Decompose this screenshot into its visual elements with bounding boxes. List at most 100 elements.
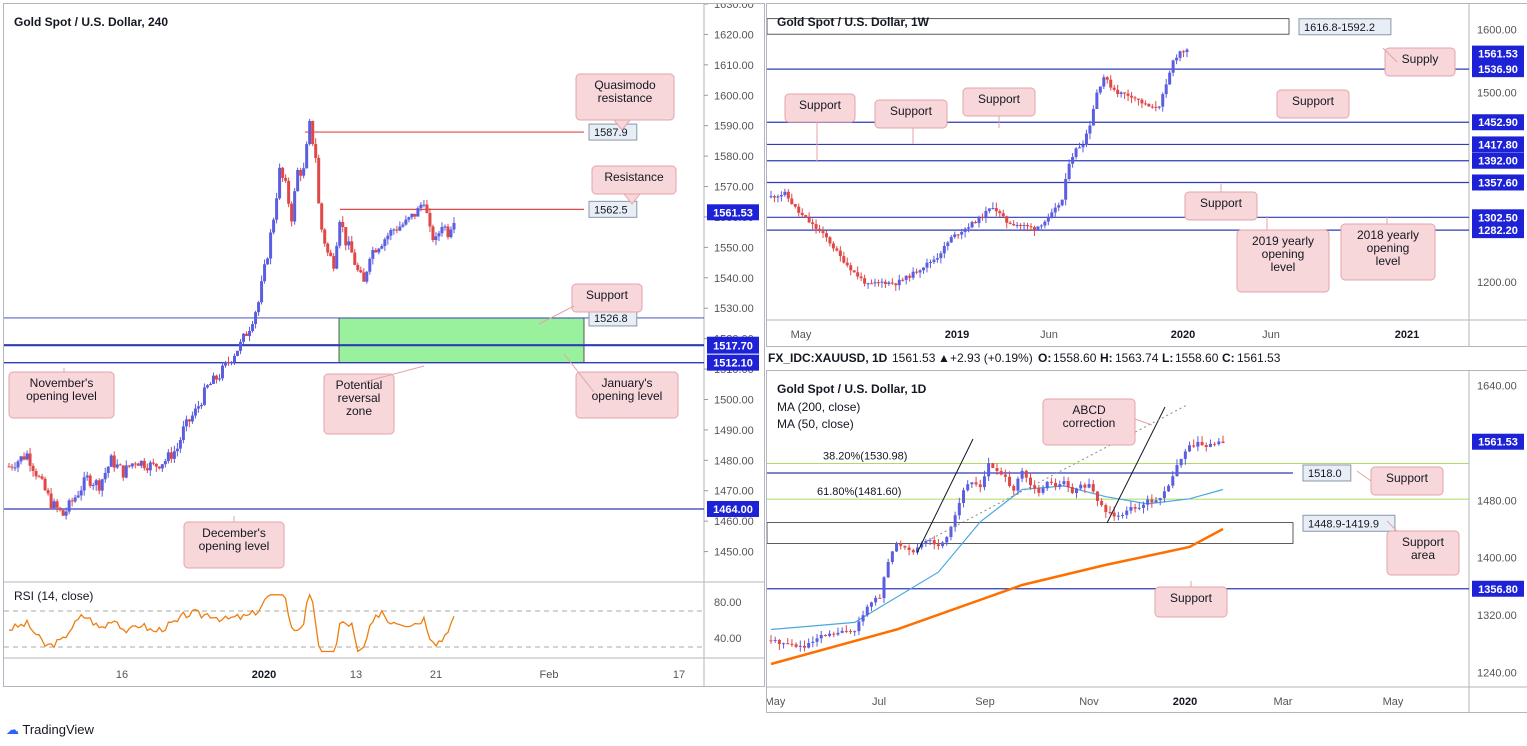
h4-y-tick-label: 1470.00 — [714, 486, 754, 498]
h4-candle-body — [160, 464, 164, 469]
h4-chart[interactable]: 1630.00 1620.00 1610.00 1600.00 1590.00 1580.… — [4, 0, 764, 686]
h4-level-label-text: 1587.9 — [594, 127, 628, 139]
d1-candle-body — [1196, 442, 1200, 447]
d1-candle-body — [878, 597, 882, 599]
h4-candle-body — [350, 241, 354, 253]
w1-candle-body — [1116, 89, 1120, 95]
d1-candle-body — [895, 543, 899, 552]
h4-y-tick-label: 1530.00 — [714, 303, 754, 315]
w1-axis-level-tag — [1472, 61, 1524, 78]
d1-x-tick-label: Nov — [1079, 696, 1099, 708]
d1-symbol: FX_IDC:XAUUSD, 1D — [768, 351, 888, 365]
h4-callout-text: Resistance — [604, 170, 664, 184]
d1-candle-body — [1024, 470, 1028, 478]
h4-candle-body — [440, 227, 444, 234]
w1-candle-body — [1119, 92, 1123, 95]
w1-candle-body — [1182, 51, 1186, 53]
d1-y-tick-label: 1320.00 — [1477, 610, 1517, 622]
w1-candle-body — [842, 256, 846, 263]
h4-candle-body — [254, 312, 258, 325]
h4-candle-body — [386, 235, 390, 240]
d1-candle-body — [949, 526, 953, 538]
w1-candle-body — [873, 282, 877, 284]
w1-candle-body — [918, 270, 922, 273]
h4-candle-body — [443, 226, 447, 228]
h4-axis-level-value: 1512.10 — [713, 358, 753, 370]
w1-axis-level-tag — [1472, 222, 1524, 239]
h4-callout-pointer-line — [563, 353, 595, 393]
h4-candle-body — [124, 465, 128, 478]
d1-candle-body — [941, 542, 945, 547]
d1-callout-text: Support — [1170, 591, 1213, 605]
h4-candle-body — [365, 271, 369, 282]
h4-candle-body — [407, 217, 411, 220]
w1-candle-body — [956, 234, 960, 236]
d1-candle-body — [1075, 488, 1079, 493]
w1-candle-body — [786, 191, 790, 199]
h4-candle-body — [299, 169, 303, 176]
h4-axis-level-value: 1464.00 — [713, 504, 753, 516]
h4-candle-body — [184, 419, 188, 427]
h4-chart-panel[interactable]: 1630.00 1620.00 1610.00 1600.00 1590.00 1580.… — [3, 0, 765, 687]
h4-callout-text: December's — [202, 526, 266, 540]
h4-axis-level-tag — [707, 337, 759, 354]
d1-y-tick-label: 1480.00 — [1477, 495, 1517, 507]
w1-candle-body — [856, 272, 860, 277]
h4-candle-body — [326, 243, 330, 253]
d1-candle-body — [1167, 485, 1171, 492]
w1-candle-body — [849, 265, 853, 271]
w1-chart[interactable]: 1600.00 1500.00 1200.00 1616.8-1592.2 1536.9… — [766, 4, 1527, 346]
d1-y-tick-label: 1240.00 — [1477, 668, 1517, 680]
h4-reversal-zone — [338, 317, 585, 364]
w1-candle-body — [838, 250, 842, 257]
w1-candle-body — [793, 204, 797, 207]
h4-candle-body — [61, 510, 65, 516]
w1-candle-body — [804, 215, 808, 218]
h4-axis-level-value: 1517.70 — [713, 341, 753, 353]
w1-axis-level-value: 1282.20 — [1478, 225, 1518, 237]
w1-y-tick-label: 1500.00 — [1477, 87, 1517, 99]
h4-candle-body — [263, 264, 267, 282]
h4-candle-body — [151, 462, 155, 464]
w1-y-tick-label: 1600.00 — [1477, 24, 1517, 36]
d1-candle-body — [790, 643, 794, 645]
w1-candle-body — [1130, 95, 1134, 98]
w1-chart-panel[interactable]: 1600.00 1500.00 1200.00 1616.8-1592.2 1536.9… — [766, 3, 1527, 347]
d1-fib-label: 61.80%(1481.60) — [817, 486, 901, 498]
h4-level-label-text: 1526.8 — [594, 313, 628, 325]
w1-candle-body — [890, 282, 894, 284]
w1-axis-level-tag — [1472, 152, 1524, 169]
h4-callout-text: Support — [586, 288, 629, 302]
h4-candle-body — [187, 419, 191, 422]
h4-rsi-tick: 80.00 — [714, 597, 742, 609]
d1-x-tick-label: Sep — [975, 696, 995, 708]
d1-chart[interactable]: 1640.00 1480.00 1400.00 1320.00 1240.00 1448.… — [765, 371, 1527, 712]
h4-candle-body — [85, 475, 89, 478]
d1-candle-body — [970, 482, 974, 485]
h4-candle-body — [52, 501, 56, 509]
d1-candle-body — [832, 633, 836, 635]
d1-support-area-label-text: 1448.9-1419.9 — [1308, 518, 1379, 530]
d1-x-tick-label: May — [767, 696, 786, 708]
d1-candle-body — [1045, 481, 1049, 489]
d1-candle-body — [811, 641, 815, 643]
d1-candle-body — [890, 551, 894, 563]
d1-candle-body — [1054, 482, 1058, 487]
w1-candle-body — [845, 262, 849, 266]
w1-candle-body — [1150, 106, 1154, 108]
w1-candle-body — [1105, 77, 1109, 80]
tradingview-logo[interactable]: ☁ TradingView — [6, 722, 94, 738]
h4-callout-text: January's — [602, 376, 653, 390]
d1-candle-body — [1116, 515, 1120, 517]
d1-candle-body — [987, 463, 991, 477]
w1-callout-box — [1236, 229, 1330, 293]
h4-candle-body — [278, 167, 282, 199]
h4-candle-body — [317, 157, 321, 204]
h4-candle-body — [169, 452, 173, 459]
d1-callout-box — [1386, 530, 1460, 576]
d1-candle-body — [1020, 470, 1024, 479]
h4-candle-body — [371, 250, 375, 259]
d1-chart-panel[interactable]: 1640.00 1480.00 1400.00 1320.00 1240.00 1448.… — [765, 370, 1527, 713]
w1-candle-body — [1084, 133, 1088, 146]
h4-candle-body — [70, 500, 74, 502]
